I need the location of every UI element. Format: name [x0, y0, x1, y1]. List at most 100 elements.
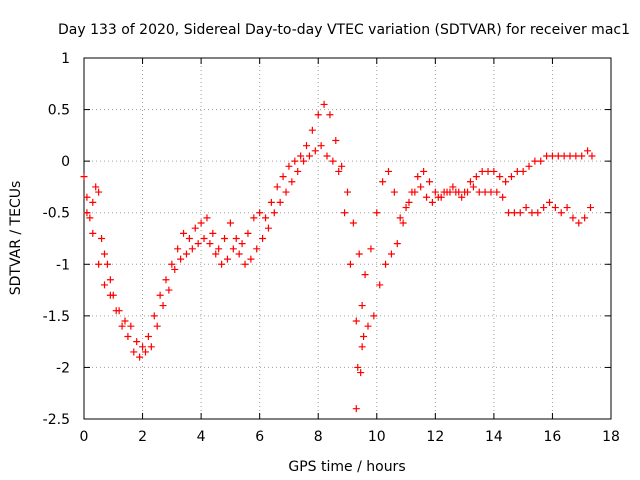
x-tick-label: 14: [485, 429, 503, 445]
data-point: [121, 317, 129, 325]
data-point: [554, 152, 562, 160]
data-point: [326, 111, 334, 119]
data-point: [472, 173, 480, 181]
y-tick-label: -1: [56, 257, 70, 273]
data-point: [354, 363, 362, 371]
data-point: [297, 152, 305, 160]
x-tick-label: 4: [197, 429, 206, 445]
data-point: [332, 137, 340, 145]
data-point: [440, 188, 448, 196]
data-point: [446, 188, 454, 196]
data-point: [279, 173, 287, 181]
data-point: [543, 152, 551, 160]
data-point: [165, 286, 173, 294]
x-tick-label: 0: [80, 429, 89, 445]
data-point: [499, 193, 507, 201]
x-axis-label: GPS time / hours: [288, 459, 405, 475]
data-point: [464, 188, 472, 196]
data-point: [358, 302, 366, 310]
data-point: [349, 219, 357, 227]
data-point: [423, 193, 431, 201]
data-point: [144, 332, 152, 340]
y-tick-label: -0.5: [43, 206, 70, 222]
grid: [84, 58, 611, 419]
data-point: [273, 183, 281, 191]
data-point: [247, 255, 255, 263]
data-point: [361, 271, 369, 279]
data-point: [308, 126, 316, 134]
x-tick-label: 18: [602, 429, 620, 445]
chart-title: Day 133 of 2020, Sidereal Day-to-day VTE…: [58, 22, 630, 38]
plot-frame: [83, 57, 612, 420]
y-tick-label: 0.5: [48, 103, 70, 119]
data-point: [384, 167, 392, 175]
data-point: [83, 209, 91, 217]
data-point: [569, 214, 577, 222]
data-point: [98, 235, 106, 242]
data-point: [100, 281, 108, 289]
data-point: [188, 245, 196, 253]
data-point: [80, 173, 88, 181]
data-point: [177, 255, 185, 263]
data-point: [294, 167, 302, 175]
data-point: [355, 250, 363, 258]
data-point: [578, 152, 586, 160]
data-point: [232, 235, 240, 242]
data-point: [130, 348, 138, 356]
data-point: [136, 353, 144, 361]
data-point: [250, 214, 258, 222]
data-point: [478, 167, 486, 175]
data-point: [402, 204, 410, 212]
data-point: [335, 167, 343, 175]
data-point: [238, 240, 246, 248]
data-point: [103, 260, 111, 268]
data-point: [264, 224, 272, 232]
data-point: [270, 209, 278, 217]
x-tick-label: 2: [138, 429, 147, 445]
data-point: [548, 152, 556, 160]
data-point: [490, 167, 498, 175]
data-point: [256, 209, 264, 217]
y-axis-label: SDTVAR / TECUs: [8, 181, 24, 296]
data-point: [434, 193, 442, 201]
data-point: [387, 250, 395, 258]
data-point: [522, 204, 530, 212]
data-point: [267, 198, 275, 206]
data-point: [276, 198, 284, 206]
data-point: [481, 188, 489, 196]
data-point: [502, 178, 510, 186]
data-point: [253, 245, 261, 253]
data-point: [106, 291, 114, 299]
data-point: [540, 204, 548, 212]
data-point: [311, 147, 319, 155]
data-point: [428, 198, 436, 206]
data-point: [124, 332, 132, 340]
data-point: [95, 188, 103, 196]
data-point: [581, 214, 589, 222]
data-point: [551, 204, 559, 212]
data-point: [262, 214, 270, 222]
data-point: [320, 100, 328, 108]
data-point: [156, 291, 164, 299]
data-point: [382, 260, 390, 268]
data-point: [587, 204, 595, 212]
data-point: [218, 260, 226, 268]
data-point: [174, 245, 182, 253]
data-point: [560, 152, 568, 160]
data-point: [352, 317, 360, 325]
data-point: [95, 260, 103, 268]
data-point: [425, 178, 433, 186]
x-tick-label: 8: [314, 429, 323, 445]
data-point: [475, 188, 483, 196]
data-point: [364, 322, 372, 330]
data-point: [215, 245, 223, 253]
data-point: [223, 255, 231, 263]
data-point: [341, 209, 349, 217]
data-point: [194, 240, 202, 248]
data-point: [420, 167, 428, 175]
data-point: [379, 178, 387, 186]
data-point: [399, 219, 407, 227]
data-point: [118, 322, 126, 330]
data-point: [323, 152, 331, 160]
data-point: [282, 188, 290, 196]
